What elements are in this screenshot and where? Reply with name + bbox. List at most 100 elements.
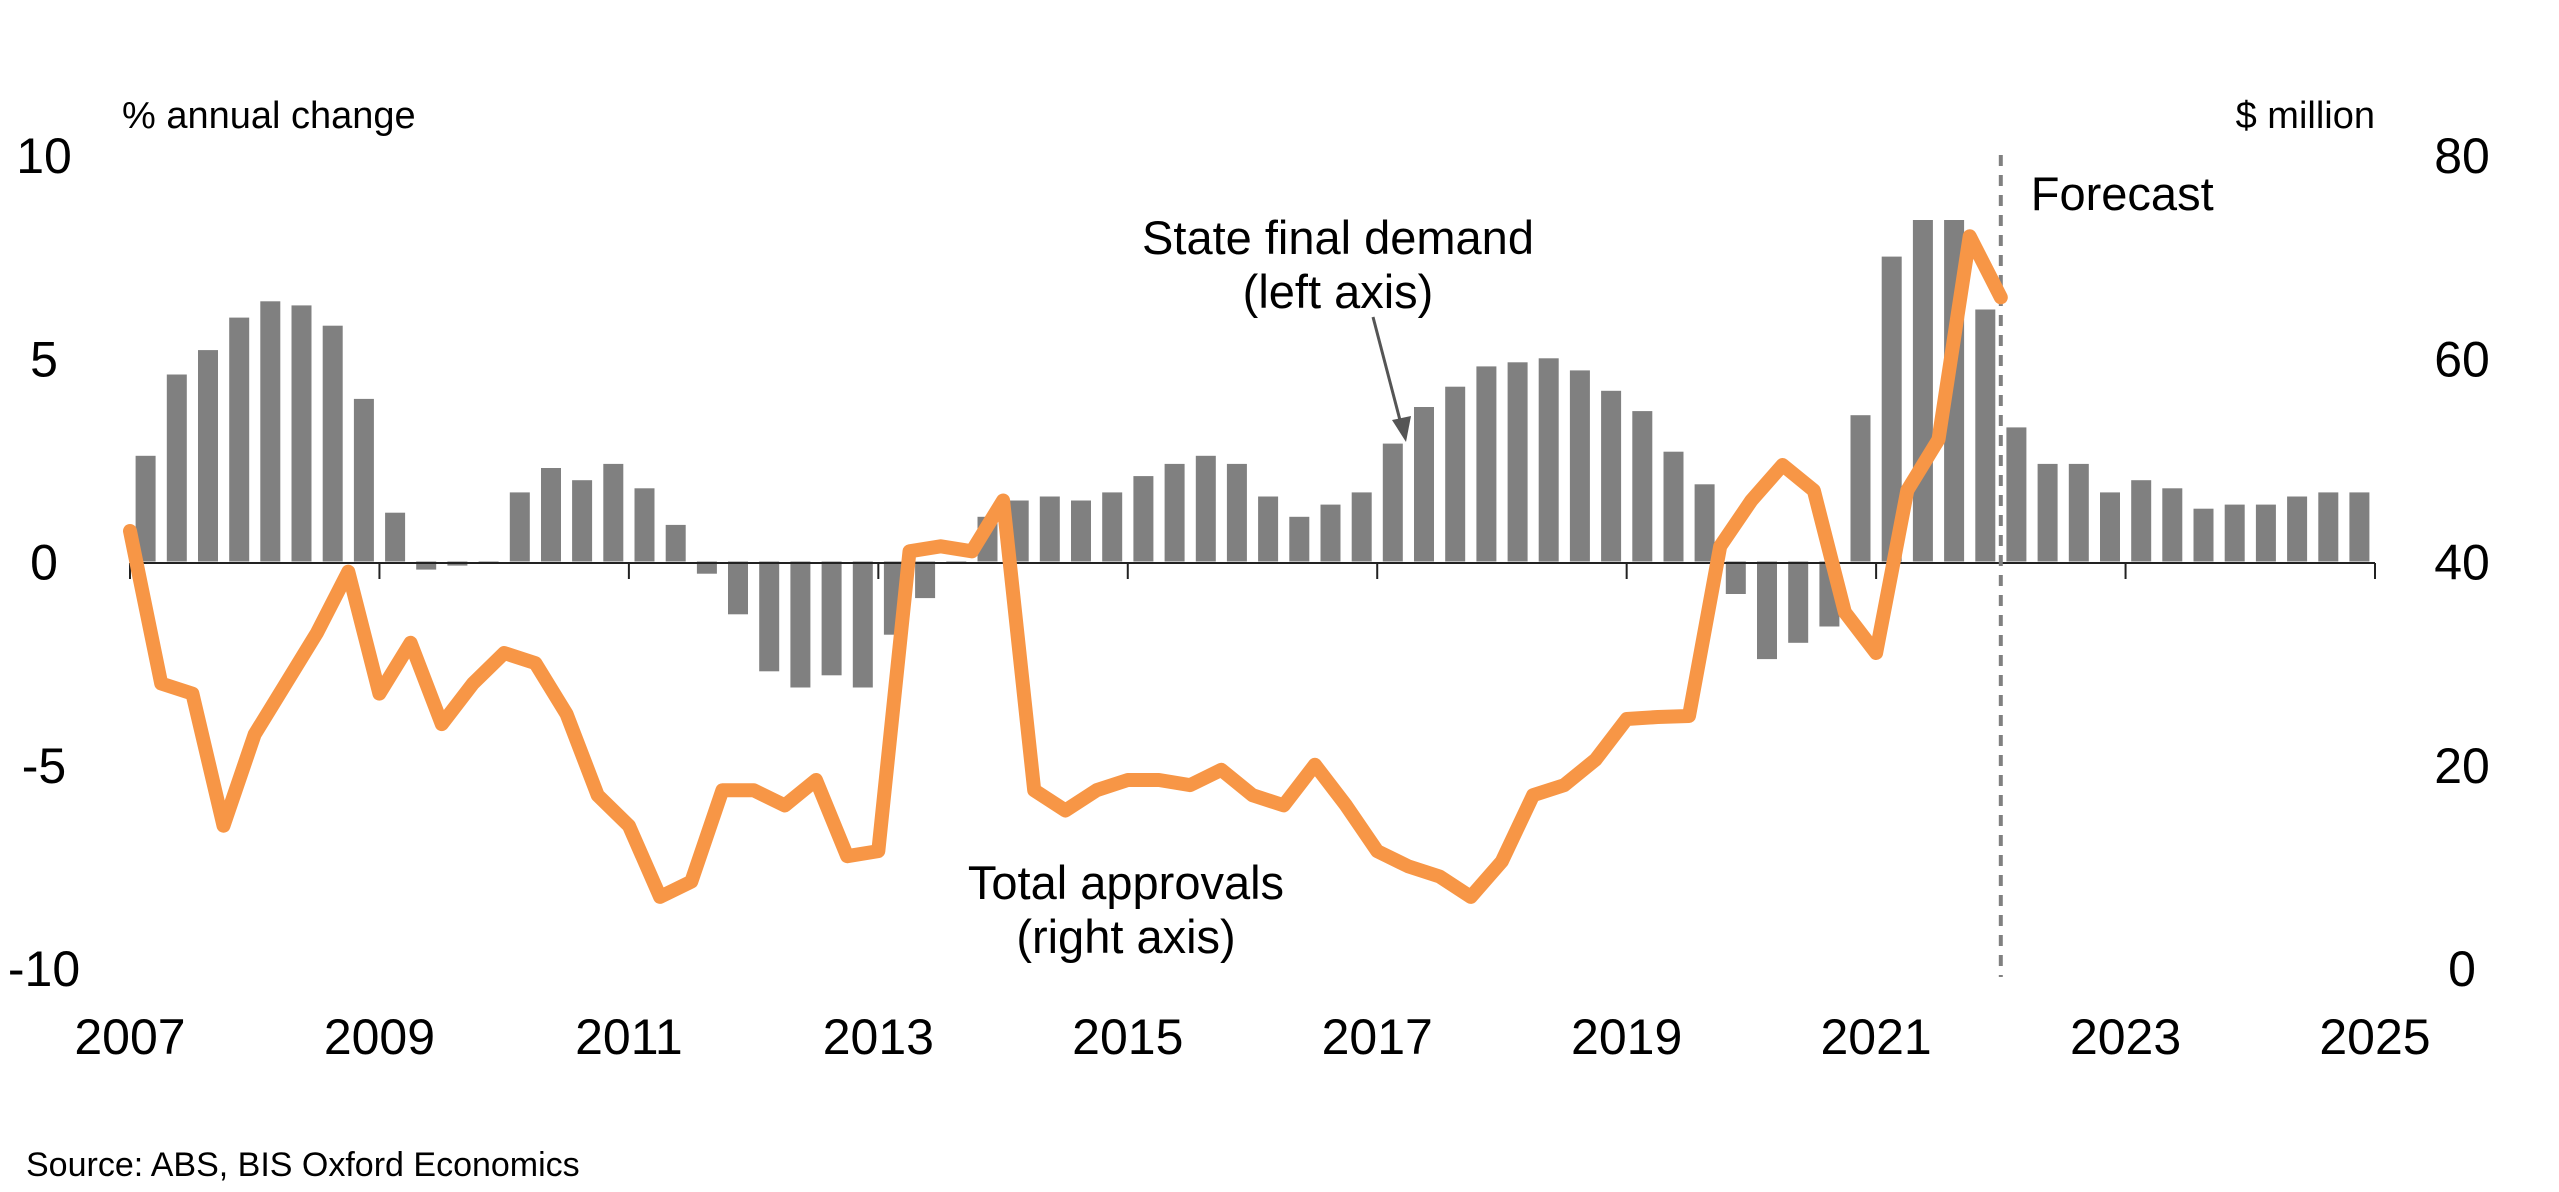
- bar: [1476, 366, 1497, 562]
- bar: [915, 561, 936, 599]
- bars-annotation-line2: (left axis): [1243, 265, 1434, 318]
- bar: [2255, 504, 2276, 562]
- bar: [1289, 516, 1310, 562]
- bar: [1351, 492, 1372, 562]
- bar: [1788, 561, 1809, 643]
- bar: [385, 512, 406, 562]
- bar: [1725, 561, 1746, 594]
- right-y-tick-label: 80: [2434, 128, 2490, 184]
- bars-annotation-pointer: [1371, 316, 1403, 425]
- right-y-tick-label: 20: [2434, 738, 2490, 794]
- x-tick-label: 2007: [74, 1009, 185, 1065]
- bar: [1850, 415, 1871, 562]
- bar: [1445, 386, 1466, 562]
- bar: [1195, 455, 1216, 562]
- bar: [634, 488, 655, 562]
- bar: [260, 301, 281, 562]
- bar: [1507, 362, 1528, 562]
- bar: [2006, 427, 2027, 562]
- bar: [2131, 480, 2152, 562]
- bar: [2100, 492, 2120, 562]
- bar: [229, 317, 250, 562]
- bar: [2068, 463, 2089, 562]
- line-annotation-line2: (right axis): [1016, 910, 1235, 963]
- left-y-tick-label: 0: [30, 535, 58, 591]
- left-y-tick-label: -10: [8, 941, 80, 997]
- bar: [1226, 463, 1247, 562]
- bar: [821, 561, 842, 676]
- bar: [2193, 508, 2214, 562]
- x-tick-label: 2023: [2070, 1009, 2181, 1065]
- bar: [790, 561, 811, 688]
- bar: [1382, 443, 1403, 562]
- bar: [1881, 256, 1902, 562]
- x-tick-label: 2009: [324, 1009, 435, 1065]
- bar: [1975, 309, 1996, 562]
- x-tick-label: 2025: [2319, 1009, 2430, 1065]
- bar: [1414, 407, 1434, 562]
- right-axis-unit-label: $ million: [2236, 95, 2375, 137]
- bar: [2224, 504, 2245, 562]
- source-note: Source: ABS, BIS Oxford Economics: [26, 1146, 580, 1184]
- bar: [1912, 220, 1933, 562]
- left-y-tick-label: 5: [30, 331, 58, 387]
- forecast-label: Forecast: [2031, 167, 2214, 220]
- approvals-line: [123, 229, 2008, 904]
- left-axis-unit-label: % annual change: [122, 95, 416, 137]
- x-tick-label: 2017: [1322, 1009, 1433, 1065]
- bar: [1694, 484, 1715, 562]
- bar: [1164, 463, 1185, 562]
- bars-annotation-arrowhead: [1392, 416, 1411, 442]
- bar: [2349, 492, 2370, 562]
- bar: [1133, 476, 1154, 562]
- x-tick-label: 2011: [575, 1009, 683, 1065]
- right-y-tick-label: 0: [2448, 941, 2476, 997]
- bar: [1757, 561, 1777, 660]
- bar: [353, 398, 374, 562]
- bar: [572, 480, 593, 562]
- x-tick-label: 2021: [1820, 1009, 1931, 1065]
- line-annotation-line1: Total approvals: [968, 856, 1284, 909]
- bar: [198, 350, 218, 562]
- bar: [416, 561, 437, 570]
- bar: [1102, 492, 1123, 562]
- x-tick-label: 2019: [1571, 1009, 1682, 1065]
- left-y-tick-label: 10: [16, 128, 72, 184]
- bar: [1632, 411, 1653, 562]
- bar-series: [135, 220, 2370, 688]
- bar: [509, 492, 530, 562]
- bar: [322, 325, 343, 562]
- right-y-axis-ticks: 80 60 40 20 0: [2434, 128, 2490, 997]
- bar: [603, 463, 624, 562]
- bar: [541, 468, 561, 562]
- bar: [1258, 496, 1279, 562]
- x-tick-label: 2015: [1072, 1009, 1183, 1065]
- bar: [2318, 492, 2339, 562]
- bar: [291, 305, 312, 562]
- bar: [166, 374, 187, 562]
- bar: [2037, 463, 2058, 562]
- bar: [1601, 390, 1622, 562]
- bar: [135, 455, 156, 562]
- left-y-axis-ticks: 10 5 0 -5 -10: [8, 128, 80, 997]
- bar: [2287, 496, 2308, 562]
- bar: [852, 561, 873, 688]
- right-y-tick-label: 40: [2434, 535, 2490, 591]
- right-y-tick-label: 60: [2434, 331, 2490, 387]
- bar: [1538, 358, 1559, 562]
- left-y-tick-label: -5: [22, 738, 66, 794]
- bars-annotation-line1: State final demand: [1142, 211, 1534, 264]
- bar: [1320, 504, 1341, 562]
- bar: [2162, 488, 2183, 562]
- x-tick-label: 2013: [823, 1009, 934, 1065]
- bar: [1039, 496, 1060, 562]
- bar: [728, 561, 748, 615]
- bar: [1663, 451, 1684, 562]
- bar: [1071, 500, 1091, 562]
- x-axis-labels: 2007 2009 2011 2013 2015 2017 2019 2021 2023 2025: [74, 1009, 2430, 1065]
- bar: [759, 561, 780, 672]
- bar: [696, 561, 717, 574]
- bar: [1569, 370, 1590, 562]
- bar: [665, 524, 686, 562]
